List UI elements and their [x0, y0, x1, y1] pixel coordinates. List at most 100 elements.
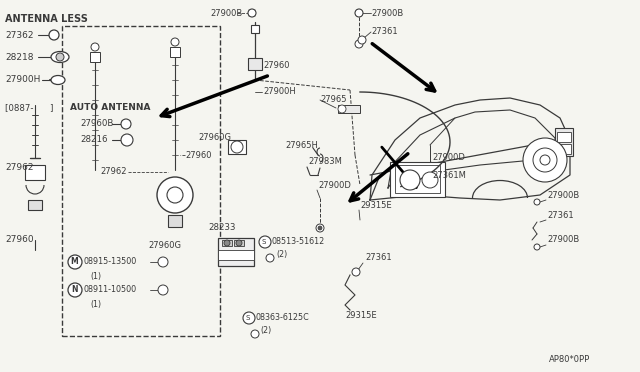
Text: 27983M: 27983M: [308, 157, 342, 167]
Circle shape: [231, 141, 243, 153]
Circle shape: [355, 40, 363, 48]
Circle shape: [248, 9, 256, 17]
Text: 28218: 28218: [5, 52, 33, 61]
Text: 08363-6125C: 08363-6125C: [256, 314, 310, 323]
Text: 27900D: 27900D: [432, 154, 465, 163]
Text: (1): (1): [90, 272, 101, 280]
Circle shape: [338, 105, 346, 113]
Circle shape: [316, 224, 324, 232]
Text: 27962: 27962: [5, 164, 33, 173]
Text: 27361: 27361: [371, 28, 397, 36]
Circle shape: [56, 53, 64, 61]
Circle shape: [158, 285, 168, 295]
Circle shape: [266, 254, 274, 262]
Circle shape: [259, 236, 271, 248]
Bar: [390, 162, 445, 197]
Bar: [222, 240, 232, 246]
Circle shape: [68, 255, 82, 269]
Bar: [218, 238, 254, 266]
Text: 27362: 27362: [5, 31, 33, 39]
Bar: [170, 47, 180, 57]
Text: (1): (1): [90, 299, 101, 308]
Circle shape: [352, 268, 360, 276]
Circle shape: [158, 257, 168, 267]
Circle shape: [49, 30, 59, 40]
Bar: [395, 165, 440, 193]
Circle shape: [236, 240, 242, 246]
Text: [0887-      ]: [0887- ]: [5, 103, 53, 112]
Text: 27900H: 27900H: [5, 76, 40, 84]
Circle shape: [400, 170, 420, 190]
Circle shape: [121, 119, 131, 129]
Text: 27361M: 27361M: [432, 170, 466, 180]
Circle shape: [358, 36, 366, 44]
Text: AP80*0PP: AP80*0PP: [548, 356, 590, 365]
Text: 08915-13500: 08915-13500: [84, 257, 137, 266]
Text: AUTO ANTENNA: AUTO ANTENNA: [70, 103, 150, 112]
Circle shape: [533, 148, 557, 172]
Circle shape: [251, 330, 259, 338]
Text: 27960G: 27960G: [198, 134, 231, 142]
Text: 27900B: 27900B: [547, 190, 579, 199]
Text: 27960G: 27960G: [148, 241, 181, 250]
Circle shape: [422, 172, 438, 188]
Circle shape: [243, 312, 255, 324]
Text: 27962: 27962: [100, 167, 127, 176]
Text: N: N: [71, 285, 77, 295]
Circle shape: [224, 240, 230, 246]
Circle shape: [534, 244, 540, 250]
Bar: [251, 25, 259, 33]
Ellipse shape: [51, 51, 69, 62]
Text: 29315E: 29315E: [360, 201, 392, 209]
Text: 27900B: 27900B: [371, 9, 403, 17]
Text: M: M: [70, 257, 78, 266]
Circle shape: [318, 226, 322, 230]
Text: 08513-51612: 08513-51612: [272, 237, 325, 247]
Text: 27960: 27960: [185, 151, 211, 160]
Bar: [338, 105, 360, 113]
Text: 08911-10500: 08911-10500: [84, 285, 137, 295]
Circle shape: [68, 283, 82, 297]
Bar: [28, 200, 42, 210]
Text: 27900B: 27900B: [547, 235, 579, 244]
Text: 27361: 27361: [547, 211, 573, 219]
Text: 29315E: 29315E: [345, 311, 376, 320]
Text: ANTENNA LESS: ANTENNA LESS: [5, 14, 88, 24]
Circle shape: [91, 43, 99, 51]
Circle shape: [540, 155, 550, 165]
Bar: [557, 144, 571, 154]
Text: 27960B: 27960B: [80, 119, 113, 128]
Bar: [557, 132, 571, 142]
Circle shape: [523, 138, 567, 182]
Text: 27900D: 27900D: [318, 180, 351, 189]
Text: 27960: 27960: [263, 61, 289, 70]
Circle shape: [534, 199, 540, 205]
Bar: [234, 240, 244, 246]
Text: S: S: [246, 315, 250, 321]
Bar: [228, 140, 246, 154]
Circle shape: [167, 187, 183, 203]
Text: S: S: [262, 239, 266, 245]
Text: 27900H: 27900H: [263, 87, 296, 96]
Text: 27900B: 27900B: [210, 9, 243, 17]
Bar: [248, 58, 262, 70]
Circle shape: [355, 9, 363, 17]
Bar: [62, 26, 220, 336]
Text: (2): (2): [260, 326, 271, 334]
Text: 28216: 28216: [80, 135, 108, 144]
Bar: [555, 128, 573, 156]
Text: (2): (2): [276, 250, 287, 259]
Text: 27965: 27965: [320, 96, 346, 105]
Bar: [25, 165, 45, 180]
Text: 27361: 27361: [365, 253, 392, 263]
Circle shape: [157, 177, 193, 213]
Text: 28233: 28233: [208, 224, 236, 232]
Circle shape: [171, 38, 179, 46]
Bar: [168, 215, 182, 227]
Circle shape: [121, 134, 133, 146]
Text: 27965H: 27965H: [285, 141, 318, 150]
Bar: [218, 250, 254, 260]
Text: 27960: 27960: [5, 235, 34, 244]
Ellipse shape: [51, 76, 65, 84]
Bar: [90, 52, 100, 62]
